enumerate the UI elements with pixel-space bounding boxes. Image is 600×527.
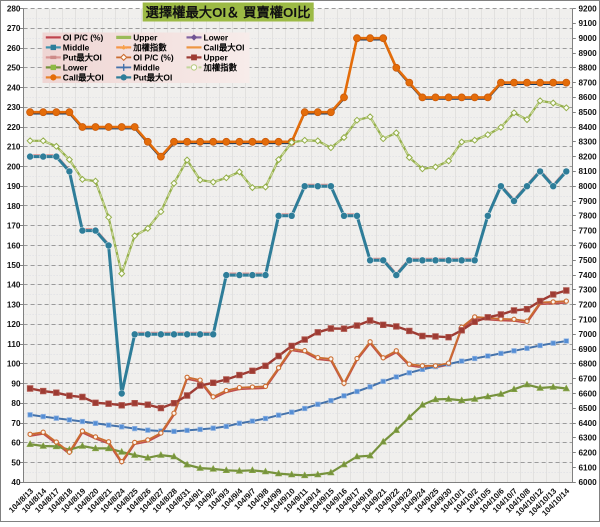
svg-text:8000: 8000: [579, 182, 598, 191]
svg-text:160: 160: [7, 241, 21, 250]
svg-text:190: 190: [7, 182, 21, 191]
svg-text:6200: 6200: [579, 449, 598, 458]
svg-text:OI P/C (%): OI P/C (%): [133, 53, 174, 63]
svg-text:180: 180: [7, 202, 21, 211]
svg-text:210: 210: [7, 143, 21, 152]
svg-text:150: 150: [7, 261, 21, 270]
svg-text:60: 60: [11, 439, 21, 448]
svg-text:260: 260: [7, 44, 21, 53]
svg-text:8200: 8200: [579, 152, 598, 161]
svg-text:加權指數: 加權指數: [132, 43, 167, 53]
svg-text:8700: 8700: [579, 78, 598, 87]
svg-text:230: 230: [7, 103, 21, 112]
svg-text:6300: 6300: [579, 434, 598, 443]
svg-text:7600: 7600: [579, 241, 598, 250]
svg-text:6000: 6000: [579, 478, 598, 487]
svg-text:200: 200: [7, 162, 21, 171]
svg-text:8400: 8400: [579, 123, 598, 132]
svg-text:7900: 7900: [579, 197, 598, 206]
svg-text:280: 280: [7, 4, 21, 13]
svg-text:6500: 6500: [579, 404, 598, 413]
svg-text:Middle: Middle: [63, 43, 90, 53]
svg-text:7700: 7700: [579, 226, 598, 235]
svg-text:7400: 7400: [579, 271, 598, 280]
svg-text:7300: 7300: [579, 286, 598, 295]
svg-text:Upper: Upper: [133, 33, 158, 43]
svg-text:加權指數: 加權指數: [203, 63, 238, 73]
svg-text:Lower: Lower: [204, 33, 229, 43]
svg-text:220: 220: [7, 123, 21, 132]
svg-text:Call最大OI: Call最大OI: [63, 73, 104, 83]
svg-text:270: 270: [7, 24, 21, 33]
svg-text:6600: 6600: [579, 389, 598, 398]
svg-text:7000: 7000: [579, 330, 598, 339]
svg-text:8100: 8100: [579, 167, 598, 176]
svg-text:7800: 7800: [579, 212, 598, 221]
svg-text:7200: 7200: [579, 301, 598, 310]
svg-text:140: 140: [7, 281, 21, 290]
svg-text:6800: 6800: [579, 360, 598, 369]
svg-text:8500: 8500: [579, 108, 598, 117]
svg-text:9000: 9000: [579, 34, 598, 43]
svg-text:50: 50: [11, 458, 21, 467]
svg-text:8900: 8900: [579, 49, 598, 58]
svg-text:250: 250: [7, 64, 21, 73]
svg-text:8300: 8300: [579, 138, 598, 147]
svg-text:Call最大OI: Call最大OI: [204, 43, 245, 53]
svg-text:Middle: Middle: [133, 63, 160, 73]
svg-text:8800: 8800: [579, 64, 598, 73]
svg-text:7100: 7100: [579, 315, 598, 324]
svg-text:Lower: Lower: [63, 63, 88, 73]
svg-text:9200: 9200: [579, 4, 598, 13]
svg-text:40: 40: [11, 478, 21, 487]
svg-text:70: 70: [11, 419, 21, 428]
svg-text:6700: 6700: [579, 375, 598, 384]
svg-text:110: 110: [7, 340, 21, 349]
svg-text:80: 80: [11, 399, 21, 408]
svg-text:Put最大OI: Put最大OI: [63, 53, 102, 63]
svg-text:6400: 6400: [579, 419, 598, 428]
svg-text:8600: 8600: [579, 93, 598, 102]
svg-text:240: 240: [7, 83, 21, 92]
svg-text:170: 170: [7, 222, 21, 231]
svg-text:6900: 6900: [579, 345, 598, 354]
svg-text:Put最大OI: Put最大OI: [133, 73, 172, 83]
svg-text:6100: 6100: [579, 463, 598, 472]
svg-text:OI P/C (%): OI P/C (%): [63, 33, 104, 43]
svg-text:選擇權最大OI＆ 買賣權OI比: 選擇權最大OI＆ 買賣權OI比: [146, 4, 311, 20]
svg-text:90: 90: [11, 379, 21, 388]
svg-text:130: 130: [7, 301, 21, 310]
svg-text:120: 120: [7, 320, 21, 329]
svg-text:7500: 7500: [579, 256, 598, 265]
svg-text:Upper: Upper: [204, 53, 229, 63]
svg-text:9100: 9100: [579, 19, 598, 28]
svg-text:100: 100: [7, 360, 21, 369]
